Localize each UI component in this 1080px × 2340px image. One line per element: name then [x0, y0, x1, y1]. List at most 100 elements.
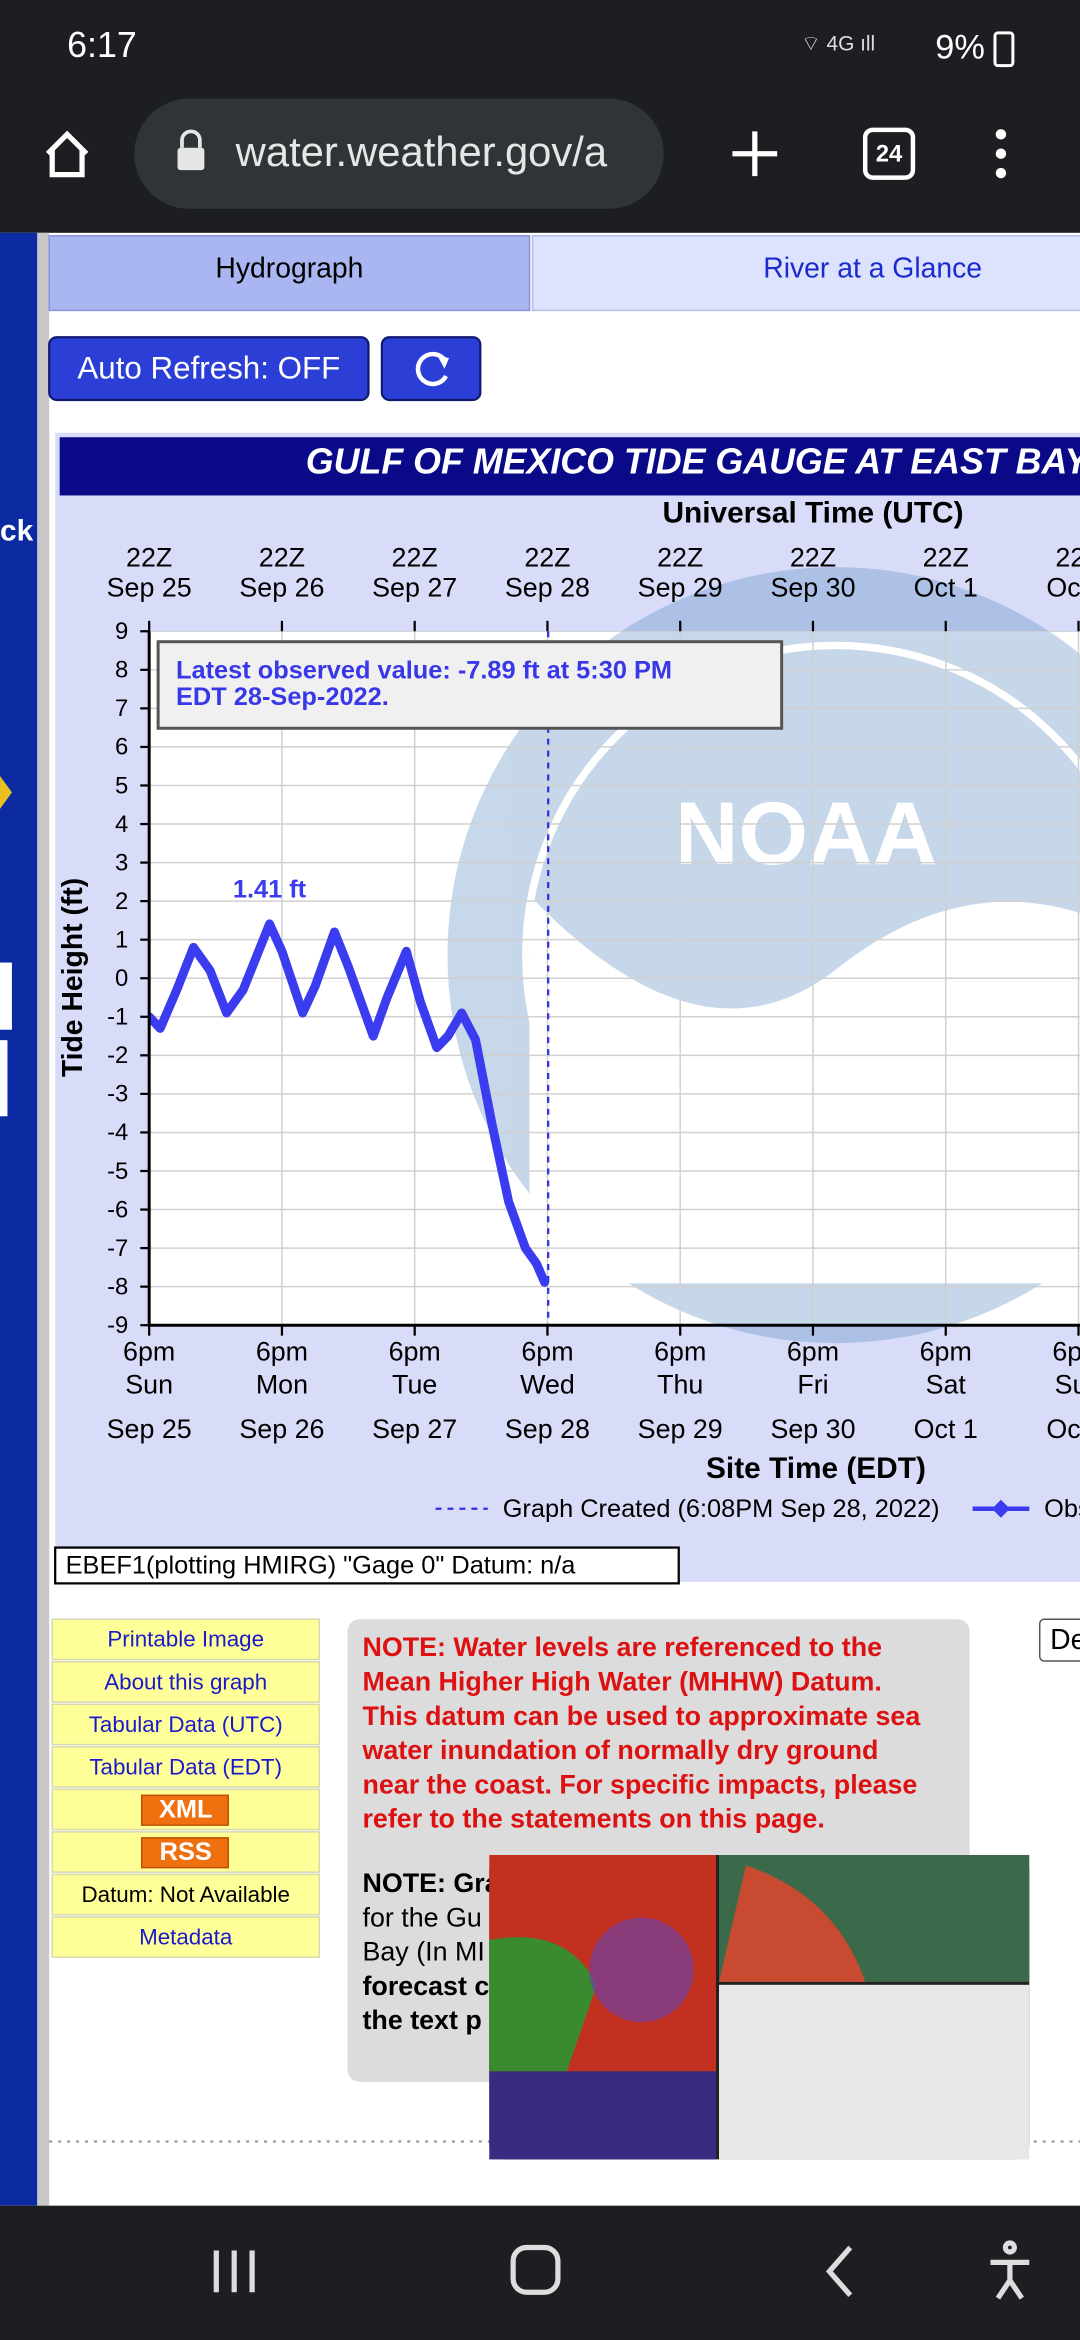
sidebar	[0, 232, 38, 2206]
menu-button[interactable]	[995, 129, 1007, 179]
footer-box	[54, 1546, 680, 1585]
refresh-arrow	[437, 355, 450, 369]
y-tick-label: -9	[107, 1312, 128, 1339]
y-tick-label: 6	[115, 734, 128, 761]
note2-line: the text p	[362, 2005, 481, 2035]
tab-label: River at a Glance	[763, 253, 982, 285]
home-button[interactable]	[45, 130, 89, 178]
x-tick-date: Oct 2	[1046, 1414, 1080, 1444]
sidebar-icon	[0, 776, 12, 809]
x2-tick-label: 22Z	[392, 543, 438, 573]
noaa-watermark: NOAA	[447, 567, 1080, 1344]
accessibility-button[interactable]	[990, 2240, 1030, 2300]
x-tick-day: Fri	[797, 1369, 828, 1399]
url-bar[interactable]	[134, 98, 664, 209]
latest-box	[156, 640, 784, 730]
link[interactable]: About this graph	[104, 1669, 267, 1694]
x2-tick-date: Sep 30	[770, 573, 855, 603]
x2-tick-date: Oct 2	[1046, 573, 1080, 603]
latest-text: EDT 28-Sep-2022.	[176, 683, 389, 711]
badge-label[interactable]: RSS	[160, 1838, 212, 1866]
x-tick-time: 6pm	[787, 1337, 839, 1367]
tab-count: 24	[876, 141, 903, 168]
x-tick-date: Sep 25	[107, 1414, 192, 1444]
y-tick-label: -5	[107, 1158, 128, 1185]
legend-created: Graph Created (6:08PM Sep 28, 2022)	[503, 1495, 940, 1523]
refresh-button[interactable]	[380, 336, 482, 402]
y-tick-label: -7	[107, 1235, 128, 1262]
camera-pane	[719, 1984, 1030, 2160]
y-tick-label: 4	[115, 811, 128, 838]
link-cell	[51, 1703, 320, 1746]
recents-button[interactable]	[213, 2250, 255, 2293]
signal-icons: ⌔ 4G ıll	[801, 32, 875, 55]
auto-refresh-button[interactable]	[48, 336, 370, 402]
x2-tick-label: 22Z	[524, 543, 570, 573]
auto-refresh-label: Auto Refresh: OFF	[77, 350, 340, 385]
select[interactable]	[1038, 1618, 1080, 1662]
x2-tick-date: Sep 27	[372, 573, 457, 603]
link-cell	[51, 1916, 320, 1958]
lock-shackle	[180, 129, 202, 148]
battery: 9%	[935, 28, 985, 66]
link: Datum: Not Available	[81, 1882, 289, 1907]
warnings-pane	[489, 2071, 717, 2160]
x-tick-day: Wed	[520, 1369, 575, 1399]
y-tick-label: -1	[107, 1004, 128, 1031]
x2-tick-label: 22Z	[126, 543, 172, 573]
y-tick-label: -6	[107, 1196, 128, 1223]
x-axis-title: Site Time (EDT)	[706, 1452, 926, 1485]
notes: NOTE: Water levels are referenced to the…	[361, 1632, 921, 2035]
radar-eye	[589, 1917, 694, 2023]
new-tab[interactable]	[732, 131, 778, 177]
y-tick-label: 3	[115, 849, 128, 876]
link[interactable]: Metadata	[139, 1924, 233, 1949]
sidebar-edge	[37, 232, 50, 2206]
back-button[interactable]	[825, 2245, 853, 2297]
y-tick-label: 0	[115, 965, 128, 992]
y-tick-label: 7	[115, 695, 128, 722]
y-tick-label: 1	[115, 926, 128, 953]
x-tick-day: Mon	[256, 1369, 308, 1399]
tab-switcher[interactable]	[862, 127, 916, 180]
y-tick-label: -2	[107, 1042, 128, 1069]
tab-hydrograph[interactable]	[48, 235, 531, 312]
video-overlay[interactable]	[489, 1854, 1030, 2160]
badge	[140, 1837, 229, 1869]
link-cell	[51, 1873, 320, 1916]
note-line: This datum can be used to approximate se…	[362, 1701, 921, 1731]
link[interactable]: Printable Image	[107, 1627, 264, 1652]
x-tick-day: Thu	[657, 1369, 703, 1399]
x-tick-time: 6pm	[521, 1337, 573, 1367]
badge-label[interactable]: XML	[159, 1796, 213, 1824]
x-tick-day: Sun	[125, 1369, 173, 1399]
x-tick-date: Sep 29	[638, 1414, 723, 1444]
link-cell	[51, 1660, 320, 1703]
x-tick-time: 6pm	[654, 1337, 706, 1367]
note2-line: NOTE: Gra	[362, 1868, 500, 1898]
tab-river[interactable]	[531, 235, 1080, 312]
top-axis-title: Universal Time (UTC)	[662, 497, 963, 530]
lock-icon	[177, 147, 205, 171]
legend-observed-marker	[991, 1499, 1010, 1518]
note-line: Mean Higher High Water (MHHW) Datum.	[362, 1666, 881, 1696]
link[interactable]: Tabular Data (EDT)	[89, 1754, 282, 1779]
x-tick-time: 6pm	[920, 1337, 972, 1367]
y-axis-title: Tide Height (ft)	[57, 878, 89, 1077]
note-line: refer to the statements on this page.	[362, 1804, 824, 1834]
sidebar-box	[0, 962, 12, 1030]
x-tick-day: Tue	[392, 1369, 437, 1399]
note-line: near the coast. For specific impacts, pl…	[362, 1769, 917, 1799]
x-tick-date: Sep 30	[770, 1414, 855, 1444]
note2-line: forecast c	[362, 1971, 489, 2001]
url[interactable]: water.weather.gov/a	[235, 128, 608, 175]
link[interactable]: Tabular Data (UTC)	[89, 1712, 283, 1737]
x2-tick-label: 22Z	[259, 543, 305, 573]
y-tick-label: 9	[115, 618, 128, 645]
x2-tick-date: Oct 1	[914, 573, 978, 603]
home-nav-button[interactable]	[510, 2244, 561, 2295]
refresh-icon	[415, 351, 448, 387]
chart-title-bar	[59, 437, 1080, 496]
tab-label: Hydrograph	[215, 253, 363, 285]
